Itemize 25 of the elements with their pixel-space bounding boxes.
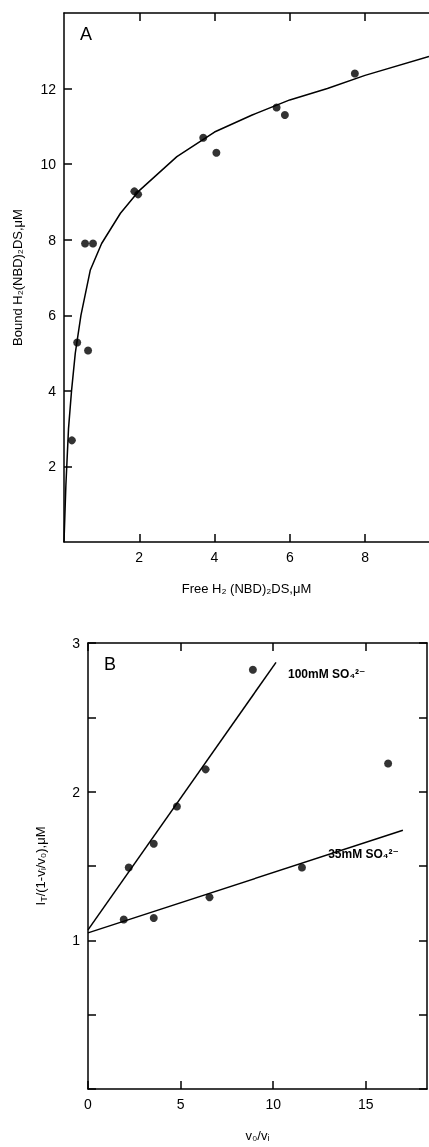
x-tick-label: 6 xyxy=(285,549,294,565)
x-tick-label: 4 xyxy=(210,549,219,565)
x-tick-label: 8 xyxy=(361,549,370,565)
x-axis-title: v₀/vᵢ xyxy=(245,1128,270,1143)
y-axis-title: Bound H₂(NBD)₂DS,μM xyxy=(10,209,25,346)
x-tick-label: 0 xyxy=(84,1096,93,1112)
y-tick-label: 1 xyxy=(72,932,81,949)
y-tick-label: 2 xyxy=(48,458,57,475)
x-tick-label: 10 xyxy=(265,1096,282,1112)
y-axis-title: IT/(1-vᵢ/v₀),μM xyxy=(33,826,49,906)
series-label: 100mM SO₄²⁻ xyxy=(288,667,366,682)
annotation: A xyxy=(80,24,93,44)
y-tick-label: 4 xyxy=(48,382,57,399)
x-tick-label: 15 xyxy=(358,1096,374,1112)
y-tick-label: 12 xyxy=(40,80,57,97)
series-label: 35mM SO₄²⁻ xyxy=(328,847,399,862)
y-tick-label: 2 xyxy=(72,783,81,800)
y-tick-label: 8 xyxy=(48,231,57,248)
annotation: B xyxy=(104,654,117,674)
x-tick-label: 2 xyxy=(135,549,144,565)
x-tick-label: 5 xyxy=(176,1096,185,1112)
y-tick-label: 6 xyxy=(48,307,57,324)
y-tick-label: 10 xyxy=(40,156,57,173)
y-tick-label: 3 xyxy=(72,635,81,651)
x-axis-title: Free H₂ (NBD)₂DS,μM xyxy=(181,581,312,596)
